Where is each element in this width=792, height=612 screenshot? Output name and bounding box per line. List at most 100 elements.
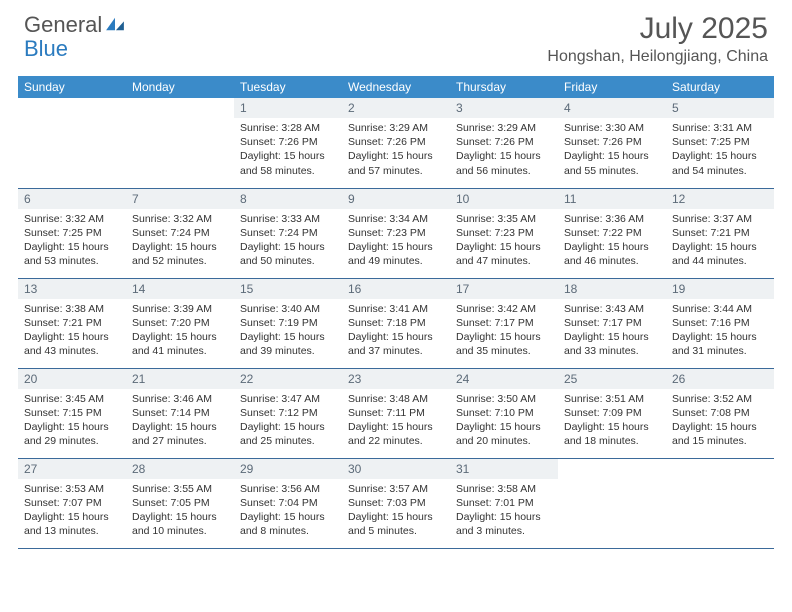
day-number: 10 <box>450 189 558 209</box>
weekday-header: Saturday <box>666 76 774 98</box>
day-number: 19 <box>666 279 774 299</box>
calendar-row: 27Sunrise: 3:53 AMSunset: 7:07 PMDayligh… <box>18 458 774 548</box>
calendar-body: 1Sunrise: 3:28 AMSunset: 7:26 PMDaylight… <box>18 98 774 548</box>
day-number: 14 <box>126 279 234 299</box>
day-number: 11 <box>558 189 666 209</box>
calendar-cell <box>666 458 774 548</box>
day-number: 6 <box>18 189 126 209</box>
day-content: Sunrise: 3:48 AMSunset: 7:11 PMDaylight:… <box>342 389 450 455</box>
day-content: Sunrise: 3:36 AMSunset: 7:22 PMDaylight:… <box>558 209 666 275</box>
day-content: Sunrise: 3:42 AMSunset: 7:17 PMDaylight:… <box>450 299 558 365</box>
day-content: Sunrise: 3:29 AMSunset: 7:26 PMDaylight:… <box>450 118 558 184</box>
calendar-cell: 23Sunrise: 3:48 AMSunset: 7:11 PMDayligh… <box>342 368 450 458</box>
calendar-table: SundayMondayTuesdayWednesdayThursdayFrid… <box>18 76 774 549</box>
brand-sail-icon <box>104 12 126 38</box>
day-number: 26 <box>666 369 774 389</box>
calendar-row: 20Sunrise: 3:45 AMSunset: 7:15 PMDayligh… <box>18 368 774 458</box>
day-content: Sunrise: 3:41 AMSunset: 7:18 PMDaylight:… <box>342 299 450 365</box>
day-content: Sunrise: 3:28 AMSunset: 7:26 PMDaylight:… <box>234 118 342 184</box>
calendar-cell: 30Sunrise: 3:57 AMSunset: 7:03 PMDayligh… <box>342 458 450 548</box>
weekday-header: Thursday <box>450 76 558 98</box>
day-content: Sunrise: 3:32 AMSunset: 7:25 PMDaylight:… <box>18 209 126 275</box>
day-number: 5 <box>666 98 774 118</box>
day-number: 29 <box>234 459 342 479</box>
day-content: Sunrise: 3:40 AMSunset: 7:19 PMDaylight:… <box>234 299 342 365</box>
day-content: Sunrise: 3:34 AMSunset: 7:23 PMDaylight:… <box>342 209 450 275</box>
location-label: Hongshan, Heilongjiang, China <box>547 48 768 66</box>
day-content: Sunrise: 3:55 AMSunset: 7:05 PMDaylight:… <box>126 479 234 545</box>
day-content: Sunrise: 3:33 AMSunset: 7:24 PMDaylight:… <box>234 209 342 275</box>
calendar-cell <box>126 98 234 188</box>
day-number: 8 <box>234 189 342 209</box>
calendar-cell: 31Sunrise: 3:58 AMSunset: 7:01 PMDayligh… <box>450 458 558 548</box>
calendar-cell: 22Sunrise: 3:47 AMSunset: 7:12 PMDayligh… <box>234 368 342 458</box>
day-number: 24 <box>450 369 558 389</box>
day-number: 25 <box>558 369 666 389</box>
calendar-cell: 10Sunrise: 3:35 AMSunset: 7:23 PMDayligh… <box>450 188 558 278</box>
calendar-cell: 4Sunrise: 3:30 AMSunset: 7:26 PMDaylight… <box>558 98 666 188</box>
calendar-header-row: SundayMondayTuesdayWednesdayThursdayFrid… <box>18 76 774 98</box>
title-block: July 2025 Hongshan, Heilongjiang, China <box>547 12 768 66</box>
day-number: 13 <box>18 279 126 299</box>
day-content: Sunrise: 3:30 AMSunset: 7:26 PMDaylight:… <box>558 118 666 184</box>
weekday-header: Sunday <box>18 76 126 98</box>
weekday-header: Friday <box>558 76 666 98</box>
calendar-cell <box>558 458 666 548</box>
day-number: 12 <box>666 189 774 209</box>
calendar-cell: 29Sunrise: 3:56 AMSunset: 7:04 PMDayligh… <box>234 458 342 548</box>
day-number: 15 <box>234 279 342 299</box>
day-content: Sunrise: 3:46 AMSunset: 7:14 PMDaylight:… <box>126 389 234 455</box>
day-content: Sunrise: 3:50 AMSunset: 7:10 PMDaylight:… <box>450 389 558 455</box>
calendar-cell: 11Sunrise: 3:36 AMSunset: 7:22 PMDayligh… <box>558 188 666 278</box>
day-number: 18 <box>558 279 666 299</box>
day-number: 30 <box>342 459 450 479</box>
calendar-cell: 28Sunrise: 3:55 AMSunset: 7:05 PMDayligh… <box>126 458 234 548</box>
calendar-cell: 2Sunrise: 3:29 AMSunset: 7:26 PMDaylight… <box>342 98 450 188</box>
day-content: Sunrise: 3:39 AMSunset: 7:20 PMDaylight:… <box>126 299 234 365</box>
calendar-cell: 21Sunrise: 3:46 AMSunset: 7:14 PMDayligh… <box>126 368 234 458</box>
calendar-row: 13Sunrise: 3:38 AMSunset: 7:21 PMDayligh… <box>18 278 774 368</box>
day-number: 22 <box>234 369 342 389</box>
day-content: Sunrise: 3:32 AMSunset: 7:24 PMDaylight:… <box>126 209 234 275</box>
calendar-cell: 15Sunrise: 3:40 AMSunset: 7:19 PMDayligh… <box>234 278 342 368</box>
day-number: 16 <box>342 279 450 299</box>
day-content: Sunrise: 3:35 AMSunset: 7:23 PMDaylight:… <box>450 209 558 275</box>
day-content: Sunrise: 3:45 AMSunset: 7:15 PMDaylight:… <box>18 389 126 455</box>
calendar-cell: 16Sunrise: 3:41 AMSunset: 7:18 PMDayligh… <box>342 278 450 368</box>
calendar-cell: 14Sunrise: 3:39 AMSunset: 7:20 PMDayligh… <box>126 278 234 368</box>
day-number: 27 <box>18 459 126 479</box>
day-content: Sunrise: 3:43 AMSunset: 7:17 PMDaylight:… <box>558 299 666 365</box>
brand-logo: General <box>24 12 128 38</box>
weekday-header: Monday <box>126 76 234 98</box>
day-number: 1 <box>234 98 342 118</box>
calendar-cell: 25Sunrise: 3:51 AMSunset: 7:09 PMDayligh… <box>558 368 666 458</box>
weekday-header: Tuesday <box>234 76 342 98</box>
day-number: 21 <box>126 369 234 389</box>
calendar-cell: 18Sunrise: 3:43 AMSunset: 7:17 PMDayligh… <box>558 278 666 368</box>
calendar-cell: 5Sunrise: 3:31 AMSunset: 7:25 PMDaylight… <box>666 98 774 188</box>
day-content: Sunrise: 3:53 AMSunset: 7:07 PMDaylight:… <box>18 479 126 545</box>
day-content: Sunrise: 3:38 AMSunset: 7:21 PMDaylight:… <box>18 299 126 365</box>
calendar-cell: 12Sunrise: 3:37 AMSunset: 7:21 PMDayligh… <box>666 188 774 278</box>
day-number: 4 <box>558 98 666 118</box>
calendar-cell: 7Sunrise: 3:32 AMSunset: 7:24 PMDaylight… <box>126 188 234 278</box>
day-content: Sunrise: 3:56 AMSunset: 7:04 PMDaylight:… <box>234 479 342 545</box>
day-content: Sunrise: 3:52 AMSunset: 7:08 PMDaylight:… <box>666 389 774 455</box>
day-number: 31 <box>450 459 558 479</box>
calendar-cell: 6Sunrise: 3:32 AMSunset: 7:25 PMDaylight… <box>18 188 126 278</box>
brand-blue: Blue <box>24 36 68 62</box>
day-content: Sunrise: 3:47 AMSunset: 7:12 PMDaylight:… <box>234 389 342 455</box>
day-number: 20 <box>18 369 126 389</box>
day-content: Sunrise: 3:58 AMSunset: 7:01 PMDaylight:… <box>450 479 558 545</box>
calendar-row: 1Sunrise: 3:28 AMSunset: 7:26 PMDaylight… <box>18 98 774 188</box>
calendar-cell: 27Sunrise: 3:53 AMSunset: 7:07 PMDayligh… <box>18 458 126 548</box>
brand-general: General <box>24 12 102 38</box>
day-number: 28 <box>126 459 234 479</box>
day-content: Sunrise: 3:57 AMSunset: 7:03 PMDaylight:… <box>342 479 450 545</box>
day-number: 17 <box>450 279 558 299</box>
day-number: 9 <box>342 189 450 209</box>
calendar-cell: 9Sunrise: 3:34 AMSunset: 7:23 PMDaylight… <box>342 188 450 278</box>
day-number: 7 <box>126 189 234 209</box>
day-number: 2 <box>342 98 450 118</box>
calendar-cell: 17Sunrise: 3:42 AMSunset: 7:17 PMDayligh… <box>450 278 558 368</box>
